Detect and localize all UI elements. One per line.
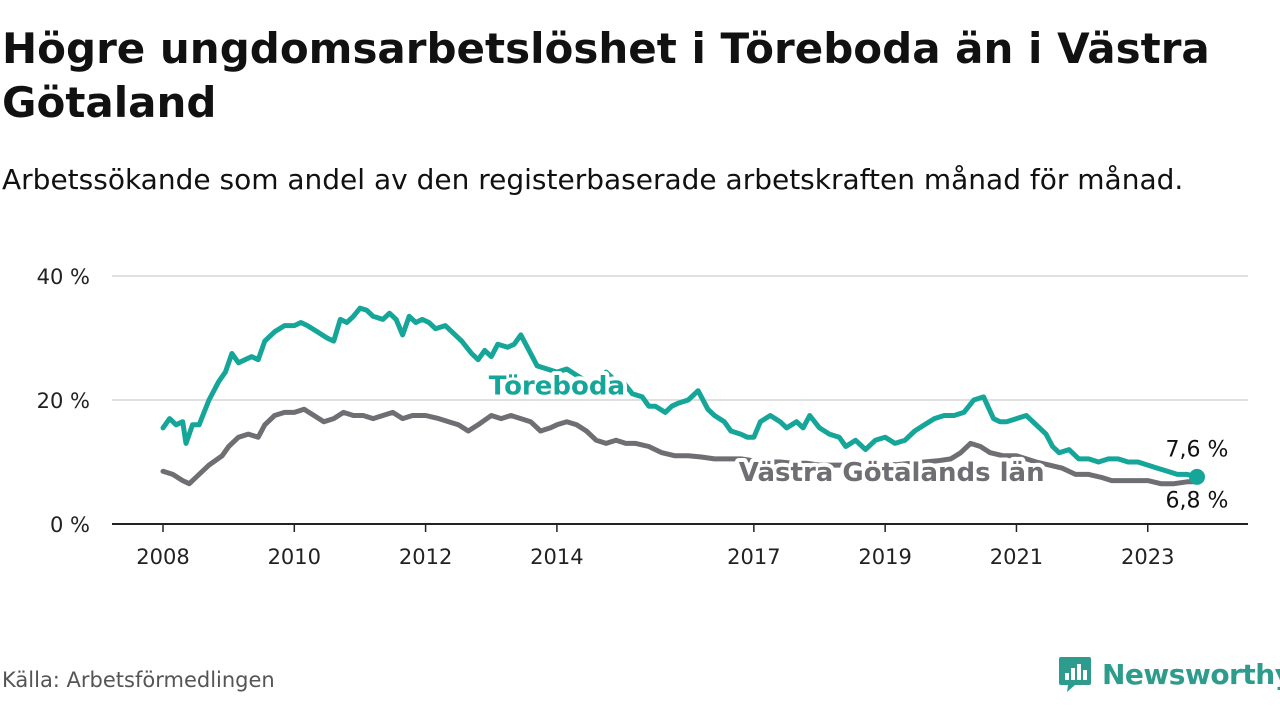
end-label-toreboda: 7,6 %	[1166, 437, 1229, 462]
end-marker-toreboda	[1189, 468, 1205, 485]
x-tick-label: 2019	[858, 545, 911, 569]
x-tick-label: 2017	[727, 545, 780, 569]
chart-title: Högre ungdomsarbetslöshet i Töreboda än …	[2, 24, 1210, 127]
x-tick-label: 2014	[530, 545, 583, 569]
y-tick-label: 20 %	[37, 389, 90, 413]
x-tick-label: 2023	[1121, 545, 1174, 569]
series-label-toreboda: Töreboda	[489, 371, 625, 401]
x-tick-label: 2010	[268, 545, 321, 569]
y-axis-ticks: 0 % 20 % 40 %	[37, 265, 90, 537]
newsworthy-logo-icon	[1059, 657, 1091, 692]
x-axis-ticks: 2008 2010 2012 2014 2017 2019 2021 2023	[136, 524, 1174, 569]
source-note: Källa: Arbetsförmedlingen	[2, 668, 275, 692]
series-lines	[160, 305, 1205, 487]
x-tick-label: 2008	[136, 545, 189, 569]
chart-subtitle: Arbetssökande som andel av den registerb…	[2, 163, 1184, 196]
y-tick-label: 0 %	[50, 513, 90, 537]
brand-name: Newsworthy	[1102, 657, 1280, 691]
x-tick-label: 2012	[399, 545, 452, 569]
series-labels: Töreboda Västra Götalands län 7,6 % 6,8 %	[485, 367, 1232, 516]
y-tick-label: 40 %	[37, 265, 90, 289]
line-chart: 0 % 20 % 40 % 2008 2010 2012 2014 2017 2019 2021…	[37, 265, 1248, 569]
brand-logo[interactable]: Newsworthy	[1058, 654, 1280, 694]
series-line-vastra-gotaland	[160, 406, 1200, 487]
end-label-vastra-gotaland: 6,8 %	[1166, 488, 1229, 513]
series-label-vastra-gotaland: Västra Götalands län	[739, 458, 1045, 488]
x-tick-label: 2021	[990, 545, 1043, 569]
series-line-toreboda	[160, 305, 1200, 480]
